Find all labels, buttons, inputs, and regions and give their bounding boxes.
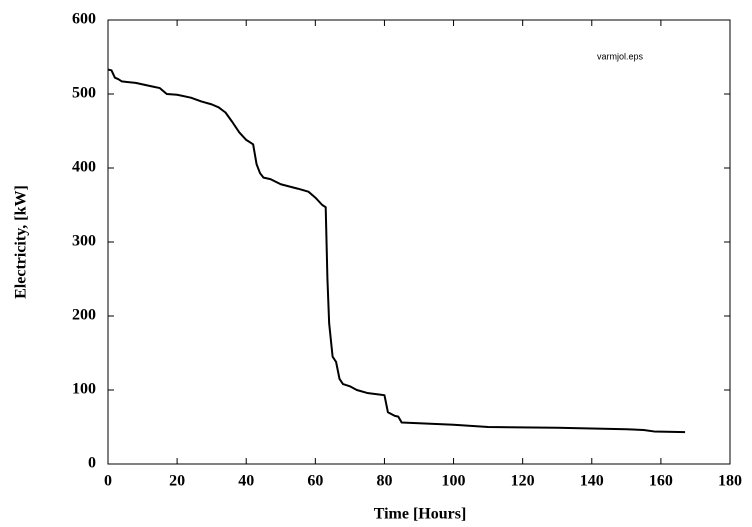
y-axis-label: Electricity, [kW]	[13, 185, 30, 299]
y-tick-label: 100	[72, 381, 96, 398]
x-tick-label: 60	[307, 473, 323, 490]
y-tick-label: 200	[72, 307, 96, 324]
x-tick-label: 40	[238, 473, 254, 490]
x-tick-label: 120	[511, 473, 535, 490]
x-tick-label: 100	[442, 473, 466, 490]
x-tick-label: 80	[376, 473, 392, 490]
y-tick-label: 600	[72, 11, 96, 28]
x-tick-label: 0	[104, 473, 112, 490]
y-tick-label: 400	[72, 159, 96, 176]
x-tick-label: 180	[718, 473, 742, 490]
x-tick-label: 140	[580, 473, 604, 490]
x-tick-label: 20	[169, 473, 185, 490]
x-tick-label: 160	[649, 473, 673, 490]
x-axis-label: Time [Hours]	[374, 506, 467, 523]
data-line	[107, 68, 686, 434]
y-tick-label: 0	[88, 455, 96, 472]
y-tick-label: 300	[72, 233, 96, 250]
plot-frame	[107, 19, 731, 465]
annotation: varmjol.eps	[597, 51, 644, 61]
y-tick-label: 500	[72, 85, 96, 102]
